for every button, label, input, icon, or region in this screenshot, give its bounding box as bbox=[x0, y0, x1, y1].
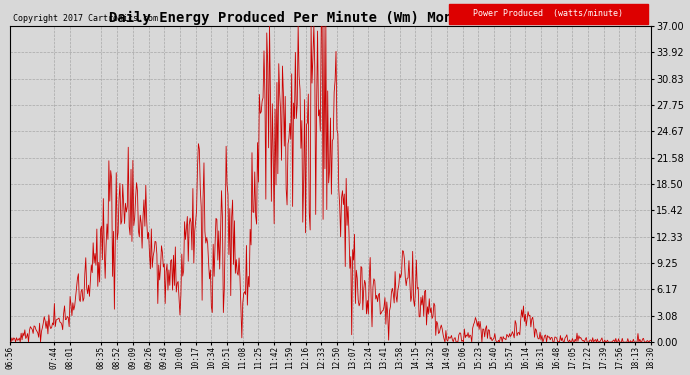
Text: Power Produced  (watts/minute): Power Produced (watts/minute) bbox=[473, 9, 623, 18]
Text: Copyright 2017 Cartronics.com: Copyright 2017 Cartronics.com bbox=[13, 13, 158, 22]
Bar bbox=[449, 4, 648, 24]
Title: Daily Energy Produced Per Minute (Wm) Mon Apr 3 18:37: Daily Energy Produced Per Minute (Wm) Mo… bbox=[108, 10, 553, 25]
